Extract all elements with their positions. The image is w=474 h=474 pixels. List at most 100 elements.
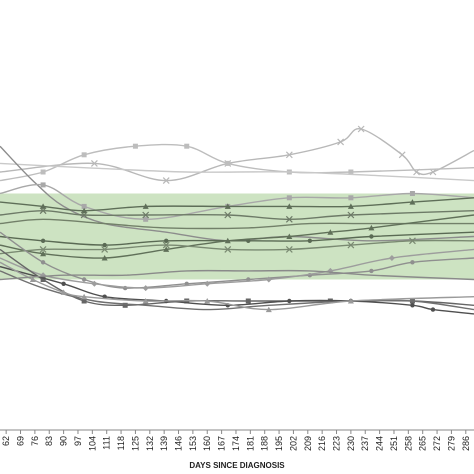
data-point-marker [287, 298, 292, 304]
data-point-marker [285, 151, 293, 159]
data-point-marker [81, 152, 87, 158]
data-point-marker [388, 255, 395, 261]
series-line [0, 265, 474, 315]
x-tick-label: 111 [102, 436, 112, 450]
series-line [0, 270, 474, 311]
x-tick-label: 90 [59, 436, 69, 446]
series-10 [0, 214, 474, 261]
data-point-marker [162, 241, 170, 249]
data-point-marker [337, 138, 345, 146]
data-point-marker [286, 203, 293, 209]
data-point-marker [410, 260, 415, 265]
x-axis-title: DAYS SINCE DIAGNOSIS [189, 461, 285, 470]
data-point-marker [224, 245, 232, 253]
data-point-marker [81, 277, 87, 282]
series-line [0, 218, 474, 230]
data-point-marker [81, 298, 87, 304]
data-point-marker [348, 169, 354, 175]
x-tick-label: 216 [317, 436, 327, 451]
x-tick-label: 244 [375, 436, 385, 451]
series-layer [0, 125, 474, 315]
data-point-marker [29, 276, 36, 282]
data-point-marker [39, 207, 47, 215]
data-point-marker [357, 125, 365, 133]
x-axis: 62 69 76 83 90 97 104 111 118 125 132 139 146 153 160 1… [0, 429, 474, 451]
data-point-marker [347, 203, 354, 209]
series-line [0, 145, 474, 242]
x-tick-label: 265 [418, 436, 428, 451]
data-point-marker [40, 238, 46, 243]
data-point-marker [101, 255, 108, 261]
series-16 [0, 265, 474, 315]
x-tick-label: 272 [432, 436, 442, 451]
data-point-marker [184, 143, 190, 149]
data-point-marker [225, 160, 231, 166]
data-point-marker [204, 298, 211, 304]
x-tick-label: 83 [44, 436, 54, 446]
data-point-marker [347, 211, 355, 219]
x-tick-label: 181 [245, 436, 255, 451]
x-tick-label: 160 [202, 436, 212, 451]
x-tick-label: 62 [1, 436, 11, 446]
x-tick-label: 104 [87, 436, 97, 451]
data-point-marker [265, 276, 272, 283]
x-tick-label: 230 [346, 436, 356, 451]
data-point-marker [102, 242, 107, 248]
data-point-marker [307, 238, 313, 243]
series-line [0, 143, 474, 182]
x-tick-label: 195 [274, 436, 284, 451]
data-point-marker [224, 211, 232, 219]
data-point-marker [81, 207, 88, 214]
x-tick-label: 237 [360, 436, 370, 451]
series-17 [0, 261, 474, 313]
data-point-marker [369, 268, 374, 274]
data-point-marker [224, 237, 231, 244]
series-6 [0, 197, 474, 214]
data-point-marker [122, 302, 128, 308]
x-tick-label: 76 [30, 436, 40, 446]
data-point-marker [164, 238, 169, 243]
data-point-marker [60, 289, 67, 295]
data-point-marker [245, 298, 251, 304]
data-point-marker [81, 203, 87, 209]
series-line [0, 269, 474, 281]
data-point-marker [409, 191, 415, 196]
series-7 [0, 207, 474, 223]
data-point-marker [409, 199, 416, 205]
data-point-marker [285, 245, 293, 253]
data-point-marker [39, 245, 47, 253]
data-point-marker [101, 245, 109, 253]
data-point-marker [40, 250, 47, 257]
series-4 [0, 145, 474, 242]
data-point-marker [142, 285, 149, 292]
data-point-marker [347, 298, 354, 304]
data-point-marker [410, 303, 415, 308]
x-tick-label: 202 [288, 436, 298, 451]
data-point-marker [142, 211, 150, 219]
x-tick-label: 251 [389, 436, 399, 451]
data-point-marker [143, 216, 149, 222]
data-point-marker [285, 215, 293, 223]
x-tick-label: 132 [145, 436, 155, 451]
x-tick-label: 167 [217, 436, 227, 451]
data-point-marker [204, 280, 211, 287]
data-point-marker [61, 281, 66, 286]
data-point-marker [40, 203, 47, 209]
series-1 [0, 125, 474, 185]
x-tick-label: 188 [260, 436, 270, 451]
x-tick-label: 139 [159, 436, 169, 451]
data-point-marker [369, 234, 374, 239]
x-tick-label: 146 [174, 436, 184, 451]
data-point-marker [286, 195, 292, 201]
series-8 [0, 218, 474, 230]
data-point-marker [142, 298, 149, 304]
x-tick-label: 125 [130, 436, 140, 451]
data-point-marker [162, 177, 170, 185]
x-tick-label: 97 [73, 436, 83, 446]
series-15 [0, 270, 474, 311]
data-point-marker [80, 211, 88, 219]
series-11 [0, 237, 474, 255]
data-point-marker [132, 143, 138, 149]
data-point-marker [348, 195, 354, 201]
